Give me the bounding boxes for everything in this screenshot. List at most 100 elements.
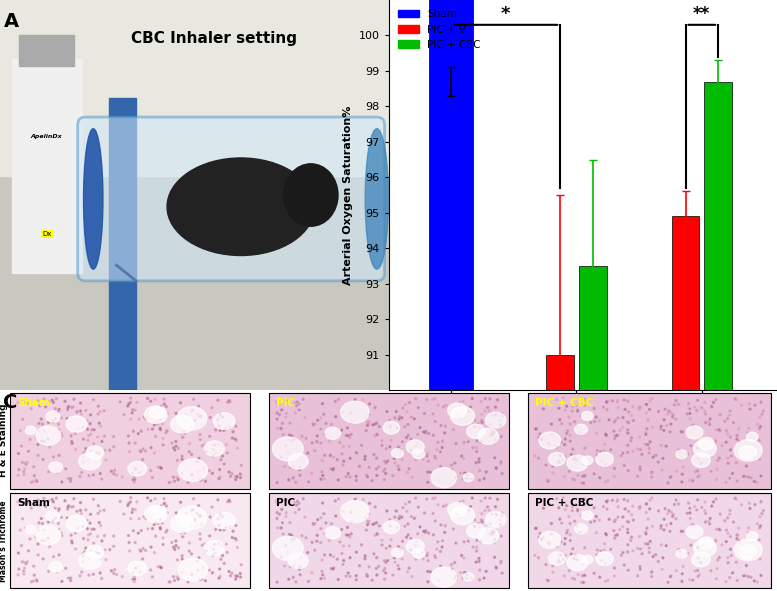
Point	[483, 493, 496, 503]
Point	[18, 467, 30, 476]
Point	[687, 576, 699, 585]
Point	[676, 470, 688, 479]
Point	[408, 547, 420, 557]
Point	[598, 402, 610, 412]
Bar	[579, 266, 607, 390]
Point	[235, 473, 247, 482]
Point	[87, 570, 99, 579]
Point	[368, 450, 380, 459]
FancyBboxPatch shape	[78, 117, 385, 281]
Point	[436, 543, 448, 552]
Point	[469, 521, 481, 531]
Point	[74, 472, 86, 481]
Point	[414, 522, 427, 532]
Point	[163, 478, 176, 487]
Circle shape	[699, 437, 714, 450]
Point	[84, 518, 96, 528]
Point	[427, 530, 440, 540]
Point	[370, 564, 382, 573]
Point	[135, 426, 148, 436]
Point	[341, 522, 354, 532]
Circle shape	[340, 401, 369, 423]
Point	[691, 405, 703, 415]
Point	[270, 408, 283, 418]
Point	[19, 464, 31, 473]
Point	[327, 464, 340, 473]
Point	[644, 396, 657, 405]
Point	[145, 496, 157, 505]
Point	[223, 396, 235, 405]
Point	[341, 423, 354, 433]
Point	[598, 502, 610, 511]
Point	[670, 495, 682, 505]
Point	[155, 501, 167, 511]
Point	[483, 394, 496, 404]
Point	[626, 546, 639, 556]
Point	[490, 436, 502, 445]
Point	[46, 516, 58, 525]
Point	[743, 399, 755, 408]
Point	[488, 427, 500, 437]
Point	[204, 531, 216, 541]
Point	[182, 478, 194, 488]
Point	[31, 397, 44, 406]
Text: Sham: Sham	[17, 498, 50, 508]
Point	[720, 537, 733, 546]
Point	[167, 472, 179, 482]
Point	[432, 401, 444, 410]
Circle shape	[747, 531, 758, 541]
Point	[130, 464, 142, 473]
Point	[293, 405, 305, 415]
Point	[530, 524, 542, 533]
Circle shape	[214, 512, 235, 529]
Point	[692, 454, 705, 463]
Point	[404, 446, 416, 455]
Point	[166, 538, 178, 547]
Point	[141, 425, 154, 434]
Point	[450, 439, 462, 449]
Point	[192, 566, 204, 575]
Point	[417, 554, 430, 563]
Point	[327, 453, 340, 462]
Point	[148, 449, 161, 458]
Point	[274, 410, 286, 420]
Point	[354, 462, 366, 471]
Point	[297, 494, 309, 504]
Point	[129, 505, 141, 514]
Point	[699, 497, 711, 506]
Point	[110, 470, 123, 480]
Point	[121, 401, 134, 411]
Point	[616, 522, 629, 531]
Point	[615, 550, 628, 560]
Point	[325, 465, 337, 474]
Circle shape	[204, 540, 225, 556]
Point	[552, 404, 565, 413]
Point	[744, 504, 756, 513]
Point	[371, 529, 383, 538]
Point	[705, 466, 717, 476]
Point	[634, 562, 646, 571]
Point	[591, 451, 603, 460]
Point	[611, 431, 623, 440]
Point	[190, 509, 203, 518]
Point	[542, 576, 554, 585]
Point	[632, 544, 644, 553]
Point	[611, 396, 624, 405]
Point	[271, 577, 284, 587]
Point	[276, 518, 288, 527]
Point	[15, 396, 27, 405]
Point	[308, 446, 321, 456]
Circle shape	[413, 449, 425, 459]
Point	[12, 564, 25, 574]
Point	[332, 475, 344, 485]
Point	[158, 499, 170, 509]
Point	[611, 402, 624, 412]
Point	[270, 514, 283, 523]
Point	[558, 571, 570, 581]
Text: B: B	[366, 0, 381, 1]
Point	[35, 414, 47, 424]
Point	[455, 551, 468, 560]
Point	[665, 408, 678, 417]
Point	[557, 394, 570, 403]
Point	[134, 546, 147, 556]
